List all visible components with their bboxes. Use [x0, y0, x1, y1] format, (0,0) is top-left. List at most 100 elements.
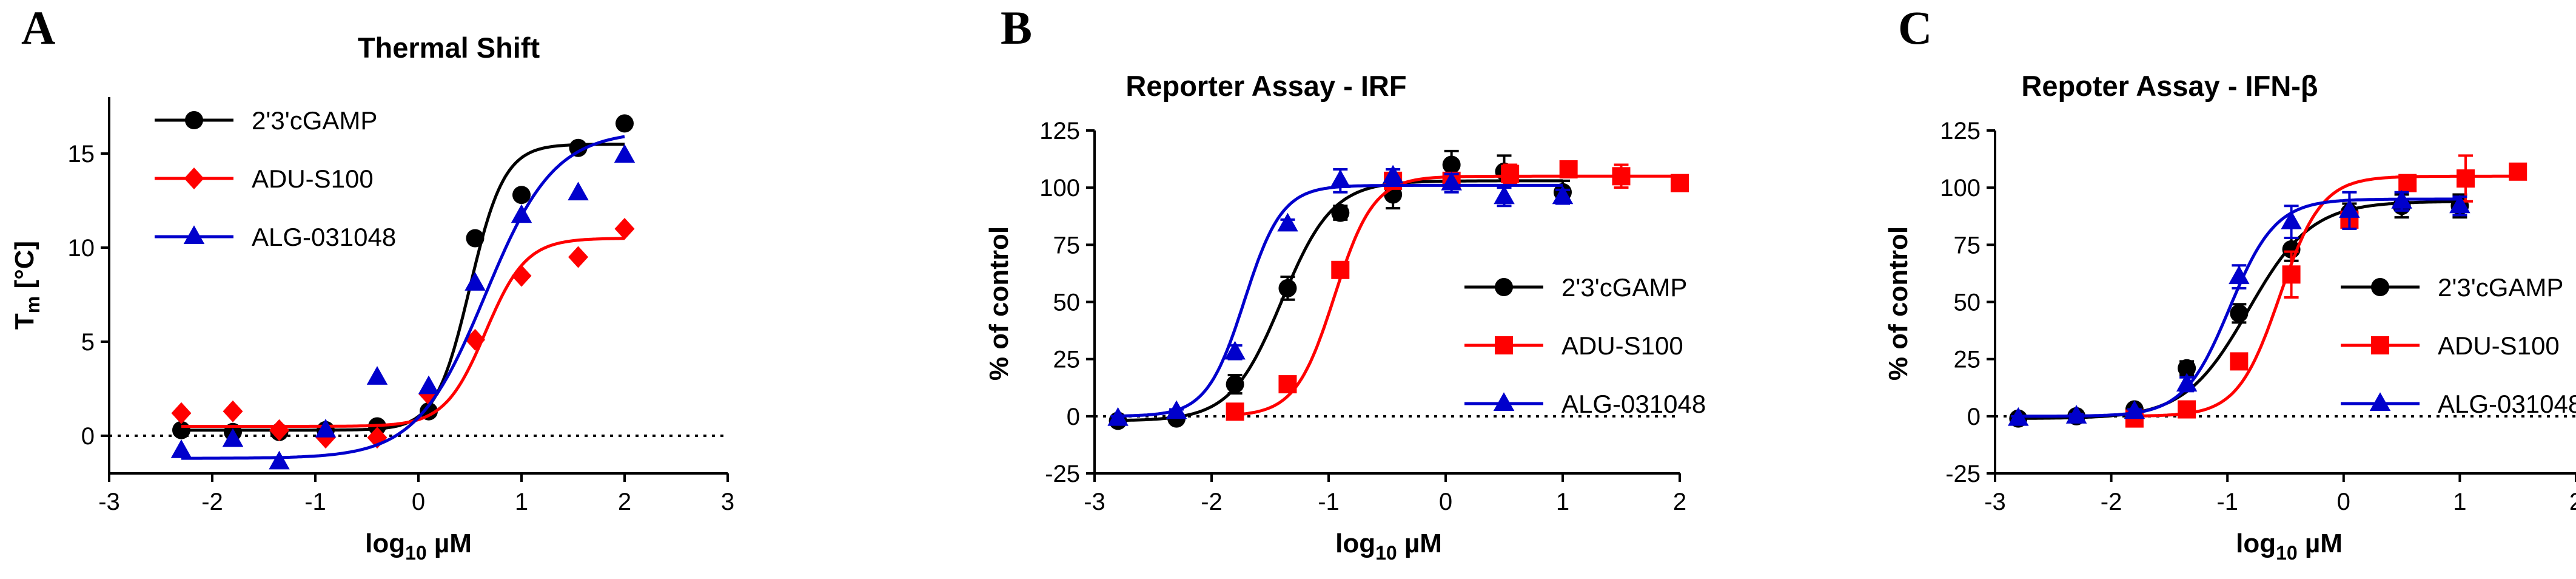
- series-alg-031048: [170, 135, 636, 470]
- legend-label: ALG-031048: [2438, 390, 2576, 418]
- data-point: [614, 218, 635, 240]
- y-tick-label: 100: [1940, 175, 1981, 201]
- x-tick-label: 2: [618, 489, 631, 515]
- data-point: [2124, 400, 2145, 419]
- data-point: [568, 246, 588, 268]
- data-point: [1441, 171, 1462, 191]
- data-point: [315, 418, 337, 438]
- legend-label: ALG-031048: [1561, 390, 1706, 418]
- data-point: [2230, 352, 2249, 371]
- y-tick-label: 50: [1954, 290, 1981, 316]
- legend-label: ALG-031048: [252, 223, 396, 251]
- legend-marker: [2371, 278, 2389, 296]
- legend-marker: [1493, 392, 1515, 411]
- data-point: [1331, 203, 1350, 222]
- fit-curve: [181, 143, 625, 432]
- data-point: [512, 186, 531, 205]
- x-tick-label: -2: [1201, 489, 1223, 515]
- fit-curve: [1118, 179, 1563, 422]
- x-tick-label: 0: [412, 489, 425, 515]
- data-point: [2065, 405, 2087, 424]
- y-tick-label: -25: [1045, 461, 1080, 487]
- data-point: [1107, 407, 1129, 426]
- x-tick-label: 3: [721, 489, 734, 515]
- x-tick-label: -2: [201, 489, 223, 515]
- data-point: [2339, 199, 2360, 218]
- legend-item: 2'3'cGAMP: [2341, 273, 2563, 302]
- y-tick-label: 25: [1954, 347, 1981, 373]
- legend-label: ADU-S100: [252, 164, 374, 193]
- legend-label: ADU-S100: [1561, 331, 1683, 360]
- data-point: [1494, 185, 1515, 205]
- data-point: [1278, 375, 1297, 394]
- data-point: [366, 366, 388, 385]
- panel-letter: C: [1898, 1, 1932, 54]
- data-point: [1442, 155, 1461, 174]
- data-point: [269, 419, 289, 441]
- x-tick-label: -2: [2101, 489, 2122, 515]
- x-tick-label: 1: [515, 489, 528, 515]
- data-point: [2391, 190, 2412, 209]
- y-tick-label: 0: [1067, 404, 1080, 430]
- y-axis-label: Tm [°C]: [10, 241, 44, 330]
- data-point: [569, 138, 588, 157]
- data-point: [511, 265, 532, 287]
- panel-c: C Repoter Assay - IFN-β -3 -2 -1 0 1 2 -25 0 25 50 7…: [1883, 1, 2576, 564]
- x-tick-label: 0: [2337, 489, 2350, 515]
- panel-a: A Thermal Shift -3 -2 -1 0 1 2 3 0 5 10 15 log10 µMlo…: [10, 1, 734, 564]
- data-point: [2178, 400, 2196, 419]
- x-tick-label: 2: [2569, 489, 2576, 515]
- legend-item: ALG-031048: [155, 223, 396, 251]
- x-tick-label: 1: [1556, 489, 1569, 515]
- y-tick-label: 125: [1940, 118, 1981, 144]
- y-tick-label: -25: [1945, 461, 1981, 487]
- data-point: [171, 402, 192, 424]
- fit-curve: [2134, 174, 2518, 418]
- x-tick-label: 2: [1673, 489, 1686, 515]
- legend-marker: [2371, 336, 2389, 354]
- legend-label: 2'3'cGAMP: [2438, 273, 2563, 302]
- data-point: [466, 229, 485, 248]
- data-point: [614, 144, 636, 163]
- data-point: [2008, 407, 2029, 426]
- legend-item: 2'3'cGAMP: [1464, 273, 1687, 302]
- y-tick-label: 100: [1039, 175, 1080, 201]
- y-tick-label: 15: [68, 141, 95, 168]
- data-point: [2281, 210, 2302, 229]
- data-point: [1277, 212, 1298, 232]
- legend-item: ALG-031048: [2341, 390, 2576, 418]
- y-tick-label: 75: [1053, 232, 1081, 259]
- x-tick-label: -1: [304, 489, 326, 515]
- data-point: [1226, 375, 1244, 394]
- data-point: [465, 272, 486, 291]
- data-point: [2178, 359, 2196, 378]
- x-axis-label: log10 µMlog10 µM: [2236, 529, 2343, 564]
- y-tick-label: 50: [1053, 290, 1081, 316]
- x-axis-label: log10 µMlog10 µM: [1335, 529, 1442, 564]
- legend-item: ADU-S100: [1464, 331, 1683, 360]
- x-tick-label: 0: [1439, 489, 1452, 515]
- series-adu-s100: [171, 218, 635, 449]
- data-point: [269, 450, 290, 470]
- series-2-3-cgamp: [172, 114, 634, 441]
- data-point: [2509, 162, 2527, 181]
- data-point: [1559, 160, 1578, 179]
- legend-marker: [184, 168, 204, 189]
- legend-item: ADU-S100: [2341, 331, 2560, 360]
- legend-marker: [183, 225, 205, 244]
- data-point: [615, 114, 634, 133]
- data-point: [2229, 265, 2250, 285]
- series-alg-031048: [2008, 190, 2470, 426]
- x-tick-label: -3: [1084, 489, 1105, 515]
- chart-title: Repoter Assay - IFN-β: [2021, 70, 2318, 102]
- x-axis-label: log10 µMlog10 µM: [365, 529, 472, 564]
- data-point: [2176, 373, 2198, 392]
- y-axis-label: % of control: [984, 226, 1014, 381]
- data-point: [1331, 260, 1350, 279]
- data-point: [511, 204, 532, 223]
- panel-letter: A: [21, 1, 55, 54]
- data-point: [1382, 164, 1404, 184]
- fit-curve: [181, 237, 625, 428]
- data-point: [1224, 340, 1246, 360]
